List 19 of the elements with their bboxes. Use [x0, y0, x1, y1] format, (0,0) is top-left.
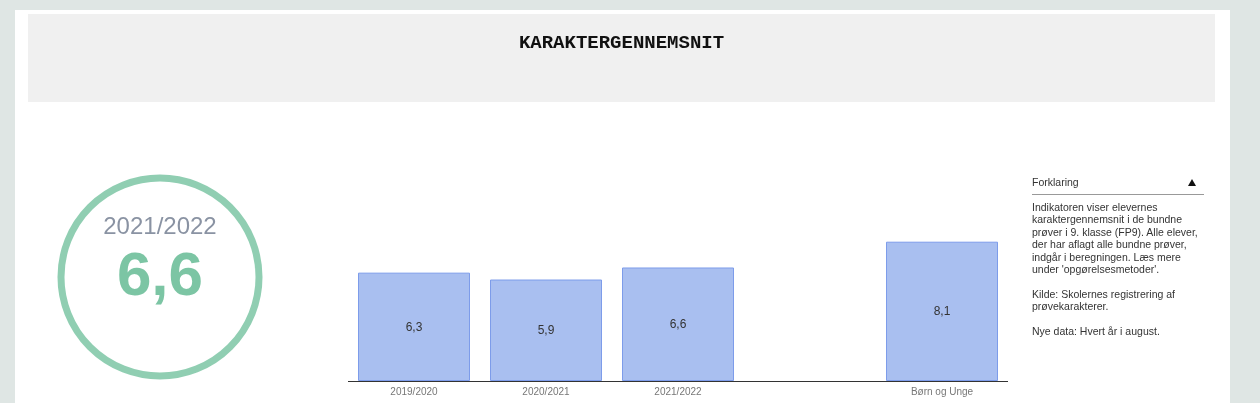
- bar: [886, 241, 998, 381]
- text: Indikatoren viser elevernes karaktergennemsnit i de bundne prøver i 9. klasse (FP9). Alle elever, der har aflagt alle bundne prøver, indgår i beregningen. Læs mere under 'opgørelsesmetoder'.: [1032, 200, 1199, 276]
- data-label: 8,1: [933, 304, 951, 319]
- data-label: 5,9: [537, 323, 555, 338]
- bar: [490, 279, 602, 381]
- data-label: 6,6: [669, 317, 687, 332]
- bar: [622, 267, 734, 381]
- text: Nye data: Hvert år i august.: [1032, 324, 1161, 337]
- data-label: 6,3: [405, 319, 423, 334]
- x-tick-label: 2020/2021: [522, 385, 571, 397]
- text: 6,6: [115, 238, 205, 309]
- x-tick-label: Børn og Unge: [910, 385, 974, 397]
- x-tick-label: 2019/2020: [390, 385, 439, 397]
- text: Forklaring: [1032, 176, 1079, 189]
- text: KARAKTERGENNEMSNIT: [518, 32, 725, 54]
- text: 2021/2022: [102, 212, 218, 240]
- bar: [358, 272, 470, 381]
- x-tick-label: 2021/2022: [654, 385, 703, 397]
- text: Kilde: Skolernes registrering af prøvekarakterer.: [1032, 287, 1176, 313]
